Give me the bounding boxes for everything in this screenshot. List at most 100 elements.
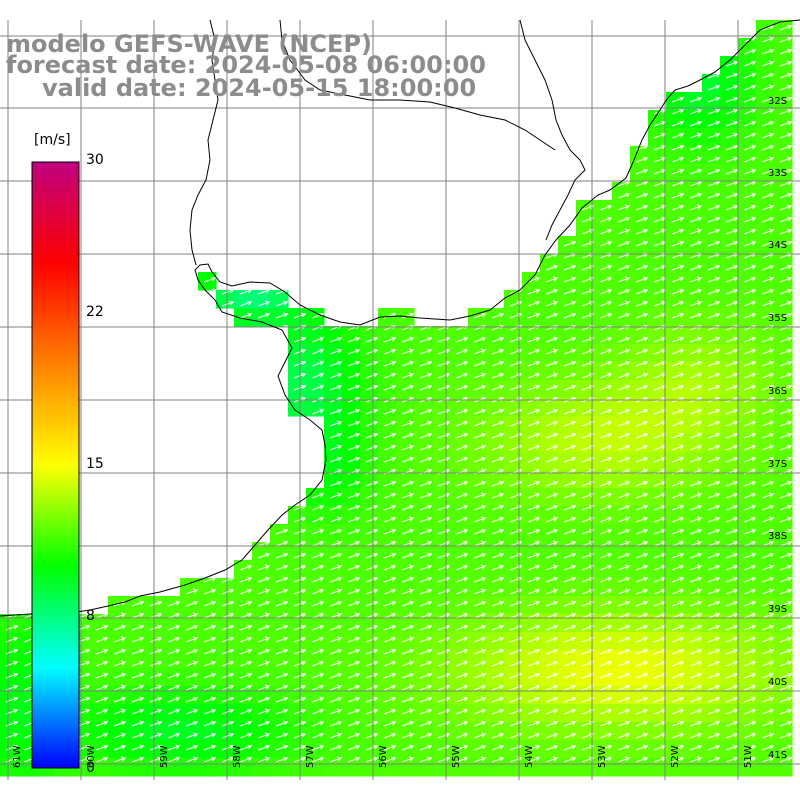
wind-arrow	[437, 732, 451, 739]
wind-arrow	[743, 336, 757, 343]
wind-arrow	[635, 756, 649, 763]
wind-arrow	[329, 492, 343, 499]
wind-arrow	[779, 144, 793, 151]
wind-arrow	[311, 672, 325, 679]
wind-arrow	[635, 384, 649, 391]
wind-arrow	[365, 744, 379, 751]
wind-arrow	[725, 288, 739, 295]
wind-cell	[576, 254, 595, 273]
wind-arrow	[779, 492, 793, 499]
wind-cell	[774, 578, 793, 597]
wind-arrow	[491, 444, 505, 451]
wind-arrow	[635, 456, 649, 463]
wind-cell	[396, 650, 415, 669]
wind-arrow	[383, 684, 397, 691]
wind-arrow	[383, 444, 397, 451]
wind-arrow	[689, 144, 703, 151]
wind-arrow	[671, 408, 685, 415]
wind-arrow	[347, 624, 361, 631]
wind-cell	[756, 290, 775, 309]
wind-arrow	[365, 600, 379, 607]
wind-arrow	[527, 348, 541, 355]
wind-arrow	[635, 684, 649, 691]
wind-cell	[540, 650, 559, 669]
wind-cell	[180, 650, 199, 669]
wind-arrow	[491, 684, 505, 691]
wind-arrow	[779, 636, 793, 643]
wind-arrow	[725, 192, 739, 199]
wind-arrow	[617, 756, 631, 763]
wind-arrow	[707, 672, 721, 679]
wind-cell	[486, 758, 505, 777]
wind-arrow	[473, 672, 487, 679]
wind-cell	[630, 362, 649, 381]
wind-cell	[162, 758, 181, 777]
wind-arrow	[743, 420, 757, 427]
wind-arrow	[473, 504, 487, 511]
wind-arrow	[563, 672, 577, 679]
wind-arrow	[563, 480, 577, 487]
wind-arrow	[275, 300, 289, 307]
wind-arrow	[473, 492, 487, 499]
wind-arrow	[761, 756, 775, 763]
wind-arrow	[545, 564, 559, 571]
wind-arrow	[743, 444, 757, 451]
wind-cell	[720, 254, 739, 273]
wind-arrow	[329, 480, 343, 487]
wind-cell	[90, 614, 109, 633]
wind-cell	[198, 758, 217, 777]
wind-arrow	[473, 312, 487, 319]
wind-cell	[774, 326, 793, 345]
wind-arrow	[77, 720, 91, 727]
wind-cell	[684, 146, 703, 165]
wind-arrow	[599, 744, 613, 751]
wind-arrow	[725, 480, 739, 487]
wind-cell	[666, 218, 685, 237]
wind-cell	[162, 722, 181, 741]
wind-arrow	[617, 372, 631, 379]
wind-arrow	[113, 648, 127, 655]
wind-cell	[234, 650, 253, 669]
wind-cell	[504, 650, 523, 669]
wind-arrow	[743, 660, 757, 667]
wind-arrow	[275, 552, 289, 559]
wind-arrow	[563, 276, 577, 283]
wind-arrow	[761, 660, 775, 667]
wind-arrow	[203, 288, 217, 295]
wind-cell	[594, 578, 613, 597]
wind-arrow	[401, 444, 415, 451]
wind-arrow	[239, 312, 253, 319]
wind-arrow	[185, 588, 199, 595]
wind-arrow	[365, 576, 379, 583]
wind-arrow	[455, 372, 469, 379]
wind-arrow	[257, 684, 271, 691]
wind-arrow	[419, 756, 433, 763]
wind-cell	[756, 398, 775, 417]
wind-arrow	[761, 612, 775, 619]
wind-arrow	[491, 384, 505, 391]
wind-arrow	[779, 456, 793, 463]
wind-arrow	[221, 576, 235, 583]
wind-cell	[684, 326, 703, 345]
wind-cell	[738, 74, 757, 93]
wind-arrow	[527, 600, 541, 607]
wind-cell	[486, 542, 505, 561]
wind-cell	[558, 470, 577, 489]
wind-arrow	[275, 540, 289, 547]
wind-cell	[468, 578, 487, 597]
wind-arrow	[563, 612, 577, 619]
wind-cell	[648, 650, 667, 669]
wind-arrow	[689, 276, 703, 283]
wind-cell	[378, 578, 397, 597]
wind-cell	[702, 614, 721, 633]
wind-arrow	[527, 756, 541, 763]
wind-cell	[738, 650, 757, 669]
wind-cell	[648, 254, 667, 273]
wind-arrow	[473, 708, 487, 715]
wind-arrow	[77, 744, 91, 751]
wind-arrow	[437, 480, 451, 487]
wind-arrow	[671, 108, 685, 115]
wind-arrow	[401, 348, 415, 355]
wind-cell	[648, 398, 667, 417]
